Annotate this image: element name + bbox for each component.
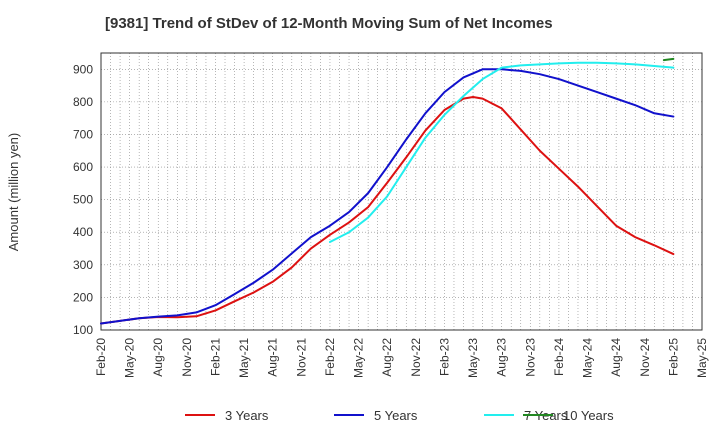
- x-tick-label: May-23: [466, 338, 480, 378]
- x-tick-label: May-25: [695, 338, 709, 378]
- x-tick-label: May-22: [352, 338, 366, 378]
- y-tick-label: 500: [73, 193, 93, 207]
- x-tick-label: Feb-22: [323, 338, 337, 376]
- x-tick-label: Nov-24: [638, 338, 652, 377]
- x-tick-label: May-24: [581, 338, 595, 378]
- x-tick-label: Aug-24: [609, 338, 623, 377]
- legend-label-10-years: 10 Years: [563, 408, 614, 423]
- legend-label-3-years: 3 Years: [225, 408, 269, 423]
- y-tick-label: 900: [73, 62, 93, 76]
- series-line-5-years: [100, 68, 675, 325]
- y-tick-label: 100: [73, 323, 93, 337]
- series-line-7-years: [328, 61, 675, 244]
- x-tick-label: Aug-20: [151, 338, 165, 377]
- plot-frame: [100, 52, 703, 331]
- y-tick-label: 700: [73, 127, 93, 141]
- y-tick-label: 600: [73, 160, 93, 174]
- y-axis-label: Amount (million yen): [6, 133, 21, 252]
- x-tick-label: Nov-20: [180, 338, 194, 377]
- x-tick-label: Aug-21: [266, 338, 280, 377]
- x-tick-label: May-21: [237, 338, 251, 378]
- x-tick-label: Feb-25: [666, 338, 680, 376]
- x-tick-label: Feb-24: [552, 338, 566, 376]
- x-tick-label: Feb-23: [437, 338, 451, 376]
- x-tick-label: Aug-23: [495, 338, 509, 377]
- x-tick-label: Nov-21: [294, 338, 308, 377]
- legend-label-5-years: 5 Years: [374, 408, 418, 423]
- chart-title: [9381] Trend of StDev of 12-Month Moving…: [105, 15, 553, 32]
- y-tick-label: 200: [73, 290, 93, 304]
- x-tick-label: May-20: [123, 338, 137, 378]
- y-tick-label: 300: [73, 258, 93, 272]
- series-line-3-years: [100, 95, 675, 325]
- y-tick-label: 400: [73, 225, 93, 239]
- x-tick-label: Nov-22: [409, 338, 423, 377]
- x-tick-label: Nov-23: [523, 338, 537, 377]
- plot-area: 100 200 300 400 500 600 700 800 900 Feb-20 May-20 A…: [73, 52, 709, 378]
- x-tick-label: Feb-21: [208, 338, 222, 376]
- y-tick-label: 800: [73, 95, 93, 109]
- x-tick-label: Aug-22: [380, 338, 394, 377]
- series-line-10-years: [662, 57, 675, 62]
- x-tick-label: Feb-20: [94, 338, 108, 376]
